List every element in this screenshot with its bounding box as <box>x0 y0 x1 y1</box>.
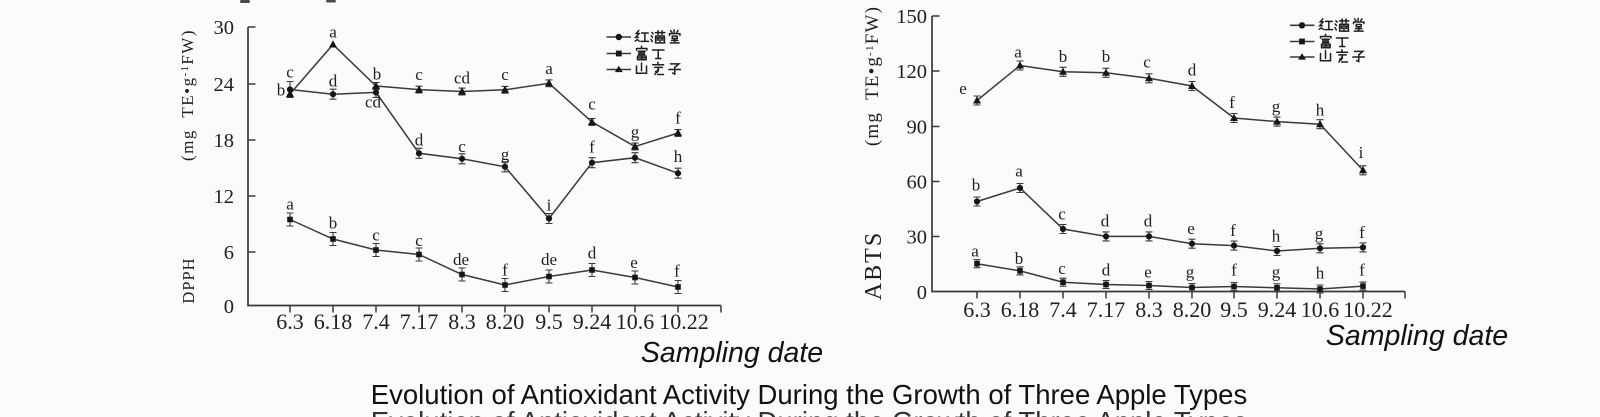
svg-text:60: 60 <box>907 172 928 194</box>
svg-text:8.20: 8.20 <box>486 309 525 334</box>
svg-text:0: 0 <box>917 282 927 304</box>
svg-text:Sampling date: Sampling date <box>641 337 823 369</box>
svg-text:b: b <box>329 214 338 233</box>
svg-text:c: c <box>1058 259 1066 278</box>
svg-text:30: 30 <box>214 17 235 39</box>
svg-text:8.3: 8.3 <box>448 309 476 334</box>
svg-text:a: a <box>329 23 337 42</box>
svg-text:f: f <box>1230 221 1236 240</box>
svg-text:DPPH: DPPH <box>179 257 198 303</box>
svg-text:cd: cd <box>365 93 382 112</box>
svg-text:c: c <box>1143 53 1151 72</box>
svg-text:(mg TE•g-1FW): (mg TE•g-1FW) <box>862 6 883 146</box>
svg-text:a: a <box>286 195 294 214</box>
svg-text:6.3: 6.3 <box>963 297 991 322</box>
svg-text:d: d <box>415 131 424 150</box>
svg-text:i: i <box>1359 143 1364 162</box>
svg-text:24: 24 <box>214 74 235 96</box>
svg-text:de: de <box>453 250 469 269</box>
svg-text:f: f <box>502 261 508 280</box>
svg-text:90: 90 <box>907 117 928 139</box>
svg-text:9.5: 9.5 <box>535 309 563 334</box>
svg-text:e: e <box>1144 263 1152 282</box>
svg-text:c: c <box>415 65 423 84</box>
svg-text:e: e <box>1187 219 1195 238</box>
svg-text:f: f <box>1359 261 1365 280</box>
svg-text:120: 120 <box>896 61 927 83</box>
svg-text:f: f <box>1231 261 1237 280</box>
svg-text:d: d <box>1101 212 1110 231</box>
svg-text:h: h <box>1272 227 1281 246</box>
svg-text:8.20: 8.20 <box>1173 297 1212 322</box>
svg-text:150: 150 <box>896 6 927 28</box>
svg-text:cd: cd <box>454 69 471 88</box>
svg-text:30: 30 <box>907 227 928 249</box>
svg-text:d: d <box>1188 61 1197 80</box>
svg-text:18: 18 <box>214 130 235 152</box>
svg-text:(mg TE•g-1FW): (mg TE•g-1FW) <box>178 29 197 161</box>
svg-text:10.22: 10.22 <box>659 309 709 334</box>
svg-text:b: b <box>373 65 382 84</box>
svg-text:12: 12 <box>214 186 235 208</box>
svg-text:a: a <box>545 59 553 78</box>
svg-text:g: g <box>1315 224 1324 243</box>
svg-text:c: c <box>458 137 466 156</box>
svg-text:b: b <box>277 81 286 100</box>
svg-text:a: a <box>1014 43 1022 62</box>
svg-text:6.3: 6.3 <box>276 309 304 334</box>
svg-text:c: c <box>501 65 509 84</box>
svg-text:ABTS: ABTS <box>861 231 887 300</box>
svg-text:6.18: 6.18 <box>1001 297 1040 322</box>
svg-text:7.4: 7.4 <box>1049 297 1077 322</box>
svg-text:c: c <box>372 226 380 245</box>
svg-text:i: i <box>547 196 552 215</box>
svg-text:g: g <box>631 123 640 142</box>
svg-text:b: b <box>1059 47 1068 66</box>
svg-text:Evolution of Antioxidant Activ: Evolution of Antioxidant Activity During… <box>371 379 1247 410</box>
svg-text:b: b <box>1102 47 1111 66</box>
svg-text:h: h <box>1316 264 1325 283</box>
svg-text:a: a <box>971 242 979 261</box>
svg-text:g: g <box>1186 263 1195 282</box>
svg-text:7.17: 7.17 <box>1087 297 1126 322</box>
svg-text:b: b <box>1015 249 1024 268</box>
svg-text:c: c <box>286 63 294 82</box>
svg-text:10.6: 10.6 <box>1301 297 1340 322</box>
svg-text:d: d <box>1102 261 1111 280</box>
svg-text:Evolution of Antioxidant Activ: Evolution of Antioxidant Activity During… <box>371 406 1247 417</box>
svg-text:g: g <box>1272 97 1281 116</box>
svg-text:6.18: 6.18 <box>314 309 353 334</box>
svg-text:10.22: 10.22 <box>1343 297 1393 322</box>
svg-text:7.17: 7.17 <box>400 309 439 334</box>
svg-text:de: de <box>541 250 557 269</box>
svg-text:b: b <box>972 176 981 195</box>
svg-text:9.24: 9.24 <box>1258 297 1297 322</box>
svg-text:d: d <box>588 244 597 263</box>
svg-text:c: c <box>415 231 423 250</box>
svg-text:6: 6 <box>224 242 234 264</box>
svg-text:g: g <box>501 145 510 164</box>
svg-text:d: d <box>1144 212 1153 231</box>
svg-text:9.24: 9.24 <box>573 309 612 334</box>
svg-text:h: h <box>674 147 683 166</box>
svg-text:e: e <box>959 79 967 98</box>
svg-text:10.6: 10.6 <box>616 309 655 334</box>
svg-text:7.4: 7.4 <box>362 309 390 334</box>
svg-text:Sampling date: Sampling date <box>1326 320 1508 352</box>
svg-text:f: f <box>1359 223 1365 242</box>
svg-text:g: g <box>1272 263 1281 282</box>
svg-text:8.3: 8.3 <box>1135 297 1163 322</box>
svg-text:a: a <box>1015 162 1023 181</box>
svg-text:f: f <box>674 262 680 281</box>
svg-text:f: f <box>675 109 681 128</box>
svg-text:f: f <box>1229 93 1235 112</box>
svg-text:e: e <box>630 253 638 272</box>
svg-text:0: 0 <box>224 296 234 318</box>
svg-text:h: h <box>1316 101 1325 120</box>
svg-text:c: c <box>1058 205 1066 224</box>
svg-text:f: f <box>589 138 595 157</box>
svg-text:d: d <box>329 72 338 91</box>
svg-text:9.5: 9.5 <box>1220 297 1248 322</box>
svg-text:c: c <box>588 95 596 114</box>
